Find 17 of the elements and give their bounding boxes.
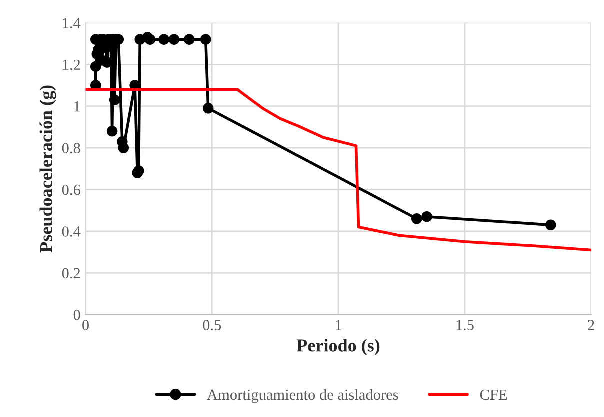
legend-label: Amortiguamiento de aisladores: [207, 389, 398, 404]
y-tick-label: 0.6: [62, 184, 80, 196]
y-tick-label: 1: [74, 102, 80, 112]
y-tick-label: 1.2: [63, 60, 80, 70]
y-tick-label: 0.2: [62, 268, 80, 279]
x-tick-label: 1.5: [456, 320, 474, 331]
x-tick-label: 0.5: [203, 320, 222, 331]
y-tick-label: 1.4: [63, 18, 81, 28]
y-tick-label: 0.8: [62, 143, 80, 154]
x-axis-title: Periodo (s): [296, 339, 380, 356]
y-tick-label: 0: [74, 310, 80, 320]
x-tick-label: 2: [588, 320, 594, 330]
y-axis-title: Pseudoaceleración (g): [40, 86, 56, 253]
x-tick-label: 1: [336, 320, 342, 330]
y-tick-label: 0.4: [62, 226, 81, 237]
legend-label: CFE: [480, 390, 508, 400]
x-tick-label: 0: [82, 320, 90, 330]
